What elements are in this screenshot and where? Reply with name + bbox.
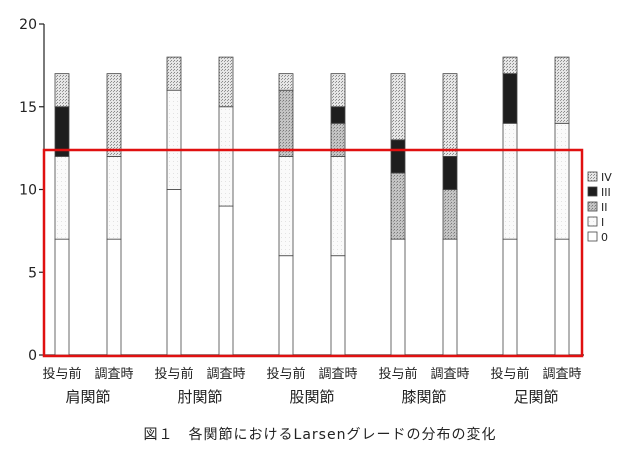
y-tick-label: 15 <box>19 100 37 116</box>
bar-stack <box>54 73 70 356</box>
bar-segment <box>218 106 234 207</box>
bar-stack <box>502 56 518 356</box>
bar-segment <box>554 122 570 240</box>
bar-segment <box>442 73 458 157</box>
bar-segment <box>218 205 234 356</box>
bar-segment <box>166 189 182 356</box>
legend-swatch <box>587 171 598 182</box>
bar-segment <box>390 73 406 141</box>
bar-stack <box>390 73 406 356</box>
bar-stack <box>218 56 234 356</box>
bar-segment <box>218 56 234 108</box>
group-label: 股関節 <box>289 388 334 406</box>
bar-segment <box>106 155 122 240</box>
bar-segment <box>330 122 346 157</box>
legend-label: II <box>601 201 608 214</box>
bar-stack <box>330 73 346 356</box>
bar-stack <box>166 56 182 356</box>
bar-segment <box>390 238 406 356</box>
legend-swatch <box>587 186 598 197</box>
y-tick-label: 5 <box>28 265 37 281</box>
bar-segment <box>278 255 294 356</box>
highlight-box <box>42 148 584 358</box>
bar-segment <box>502 73 518 124</box>
legend-label: IV <box>601 171 612 184</box>
legend-swatch <box>587 231 598 242</box>
bar-label: 調査時 <box>94 367 133 382</box>
bar-segment <box>390 172 406 240</box>
labels: 投与前 調査時 投与前 調査時 投与前 調査時 投与前 調査時 投与前 調査時肩関節 肘関節 股関節膝… <box>42 366 581 406</box>
group-label: 肘関節 <box>177 388 222 406</box>
bar-label: 投与前 <box>154 366 193 382</box>
bar-label: 投与前 <box>490 366 529 382</box>
bar-stack <box>278 73 294 356</box>
bar-segment <box>330 155 346 257</box>
bar-segment <box>330 73 346 108</box>
bar-label: 投与前 <box>42 366 81 382</box>
bar-segment <box>390 139 406 174</box>
legend-swatch <box>587 216 598 227</box>
bar-label: 調査時 <box>318 367 357 382</box>
bar-segment <box>442 155 458 190</box>
bar-label: 調査時 <box>206 367 245 382</box>
bar-segment <box>106 238 122 356</box>
bar-segment <box>502 238 518 356</box>
bar-segment <box>54 238 70 356</box>
figure-caption: 図１ 各関節におけるLarsenグレードの分布の変化 <box>143 427 497 443</box>
legend-swatch <box>587 201 598 212</box>
legend-label: III <box>601 186 611 199</box>
bar-stack <box>106 73 122 356</box>
y-tick-label: 0 <box>28 348 37 364</box>
bar-stack <box>554 56 570 356</box>
bar-segment <box>330 255 346 356</box>
bars <box>54 56 570 356</box>
bar-segment <box>554 56 570 124</box>
bar-segment <box>166 89 182 190</box>
y-tick-label: 10 <box>19 183 37 199</box>
legend-label: 0 <box>601 231 608 244</box>
bar-label: 調査時 <box>430 367 469 382</box>
group-label: 足関節 <box>513 388 558 406</box>
bar-label: 投与前 <box>266 366 305 382</box>
bar-segment <box>278 89 294 157</box>
group-label: 肩関節 <box>65 388 110 406</box>
bar-segment <box>502 122 518 240</box>
bar-segment <box>54 73 70 108</box>
bar-segment <box>554 238 570 356</box>
bar-segment <box>502 56 518 75</box>
bar-label: 投与前 <box>378 366 417 382</box>
axes: 0 5 10 15 20 <box>19 17 584 364</box>
bar-segment <box>106 73 122 157</box>
y-tick-label: 20 <box>19 17 37 33</box>
bar-segment <box>278 155 294 257</box>
bar-segment <box>278 73 294 91</box>
bar-segment <box>166 56 182 91</box>
bar-segment <box>442 189 458 240</box>
bar-segment <box>54 155 70 240</box>
bar-label: 調査時 <box>542 367 581 382</box>
legend-label: I <box>601 216 604 229</box>
bar-segment <box>442 238 458 356</box>
group-label: 膝関節 <box>401 388 446 406</box>
bar-segment <box>330 106 346 124</box>
bar-stack <box>442 73 458 356</box>
